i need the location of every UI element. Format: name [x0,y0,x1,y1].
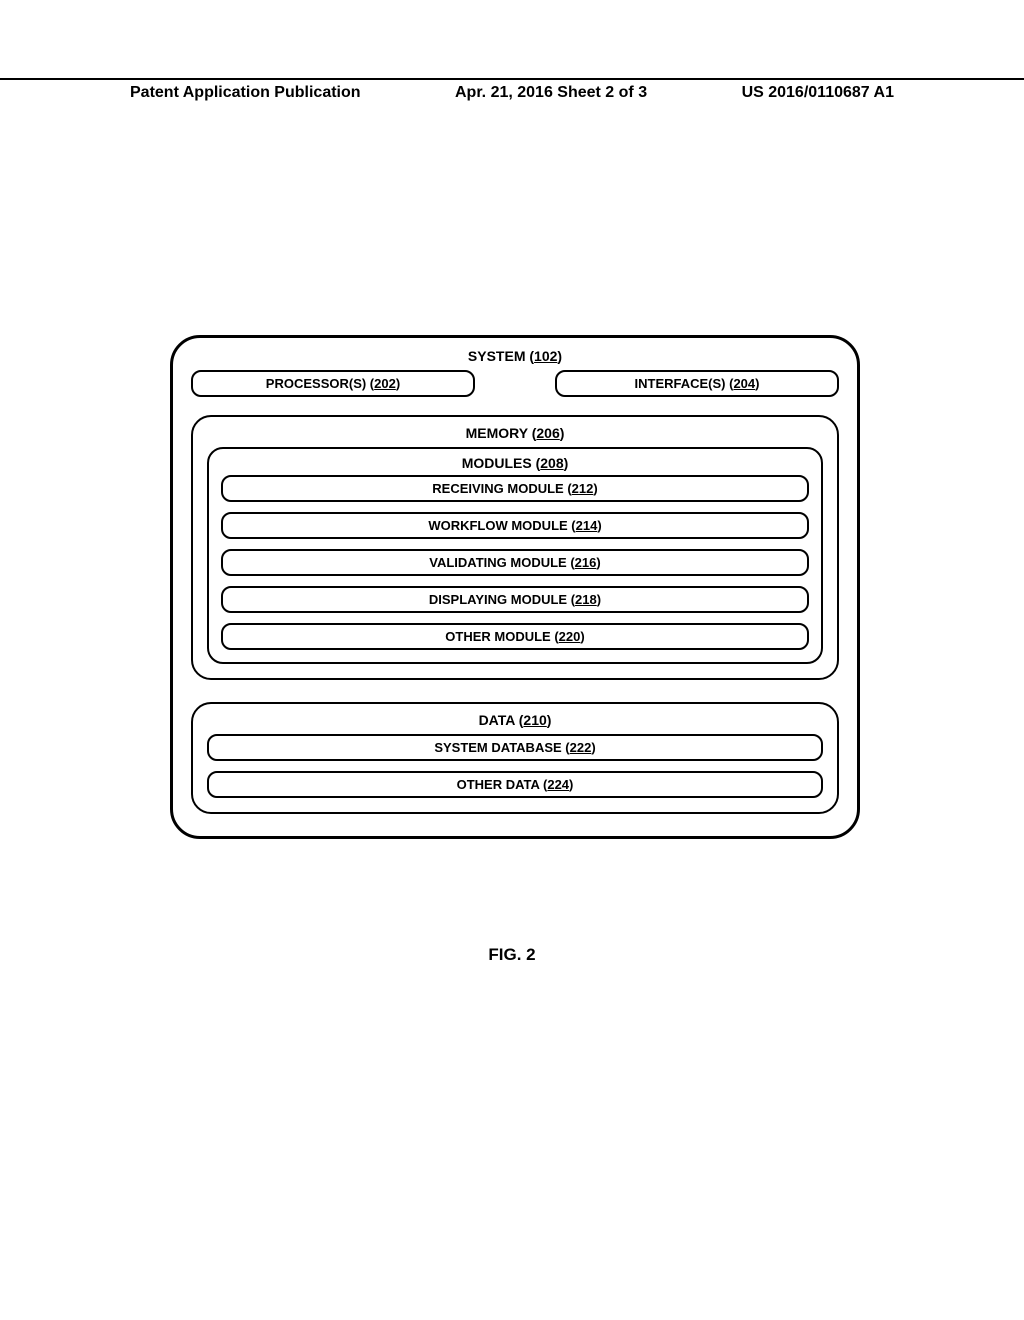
module-item-suffix: ) [593,481,597,496]
module-item-ref: 220 [559,629,581,644]
module-item-prefix: OTHER MODULE ( [445,629,558,644]
module-item: RECEIVING MODULE (212) [221,475,809,502]
data-title: DATA (210) [207,712,823,728]
header-center: Apr. 21, 2016 Sheet 2 of 3 [455,84,647,102]
system-title-suffix: ) [557,348,562,364]
system-title: SYSTEM (102) [191,348,839,364]
processor-ref: 202 [374,376,396,391]
system-top-row: PROCESSOR(S) (202) INTERFACE(S) (204) [191,370,839,397]
module-item-suffix: ) [597,592,601,607]
interface-box: INTERFACE(S) (204) [555,370,839,397]
module-item-suffix: ) [580,629,584,644]
page-header: Patent Application Publication Apr. 21, … [0,78,1024,102]
data-item: SYSTEM DATABASE (222) [207,734,823,761]
module-item-ref: 214 [576,518,598,533]
header-row: Patent Application Publication Apr. 21, … [0,84,1024,102]
module-item-suffix: ) [596,555,600,570]
processor-prefix: PROCESSOR(S) ( [266,376,374,391]
processor-suffix: ) [396,376,400,391]
diagram-area: SYSTEM (102) PROCESSOR(S) (202) INTERFAC… [170,335,860,839]
module-item-ref: 216 [575,555,597,570]
module-item-ref: 218 [575,592,597,607]
data-box: DATA (210) SYSTEM DATABASE (222) OTHER D… [191,702,839,814]
header-right: US 2016/0110687 A1 [742,84,894,102]
memory-title-ref: 206 [536,425,559,441]
interface-suffix: ) [755,376,759,391]
header-left: Patent Application Publication [130,84,361,102]
data-title-prefix: DATA ( [479,712,524,728]
module-item: WORKFLOW MODULE (214) [221,512,809,539]
modules-title-suffix: ) [564,455,569,471]
modules-box: MODULES (208) RECEIVING MODULE (212) WOR… [207,447,823,664]
memory-title-suffix: ) [560,425,565,441]
module-item: DISPLAYING MODULE (218) [221,586,809,613]
modules-title: MODULES (208) [221,455,809,471]
module-item-suffix: ) [597,518,601,533]
system-title-prefix: SYSTEM ( [468,348,534,364]
modules-title-prefix: MODULES ( [462,455,541,471]
module-item-ref: 212 [572,481,594,496]
interface-ref: 204 [733,376,755,391]
data-item: OTHER DATA (224) [207,771,823,798]
data-item-prefix: OTHER DATA ( [457,777,548,792]
data-item-suffix: ) [569,777,573,792]
data-title-suffix: ) [547,712,552,728]
module-item-prefix: DISPLAYING MODULE ( [429,592,575,607]
system-box: SYSTEM (102) PROCESSOR(S) (202) INTERFAC… [170,335,860,839]
system-title-ref: 102 [534,348,557,364]
data-item-ref: 222 [570,740,592,755]
module-item-prefix: WORKFLOW MODULE ( [428,518,575,533]
module-item-prefix: VALIDATING MODULE ( [429,555,574,570]
data-item-ref: 224 [547,777,569,792]
memory-box: MEMORY (206) MODULES (208) RECEIVING MOD… [191,415,839,680]
modules-title-ref: 208 [540,455,563,471]
data-title-ref: 210 [523,712,546,728]
memory-title-prefix: MEMORY ( [466,425,537,441]
figure-label: FIG. 2 [0,945,1024,965]
data-item-prefix: SYSTEM DATABASE ( [434,740,569,755]
data-item-suffix: ) [591,740,595,755]
page: Patent Application Publication Apr. 21, … [0,0,1024,1320]
module-item-prefix: RECEIVING MODULE ( [432,481,571,496]
memory-title: MEMORY (206) [207,425,823,441]
processor-box: PROCESSOR(S) (202) [191,370,475,397]
module-item: VALIDATING MODULE (216) [221,549,809,576]
module-item: OTHER MODULE (220) [221,623,809,650]
interface-prefix: INTERFACE(S) ( [635,376,734,391]
